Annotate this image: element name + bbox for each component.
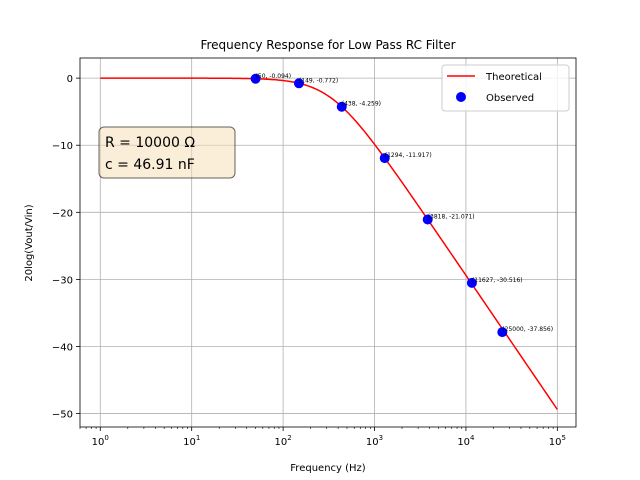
observed-point-label: (25000, -37.856) <box>502 326 553 333</box>
parameter-box: R = 10000 Ω c = 46.91 nF <box>98 126 236 179</box>
y-axis-ticks: 0 −10 −20 −30 −40 −50 <box>52 74 80 421</box>
observed-point <box>250 73 261 84</box>
x-tick-label: 101 <box>183 434 200 448</box>
capacitance-value: c = 46.91 nF <box>105 157 195 173</box>
observed-point-label: (149, -0.772) <box>299 77 338 84</box>
x-tick-label: 103 <box>366 434 383 448</box>
parameter-box-frame <box>98 126 236 179</box>
x-tick-label: 102 <box>275 434 292 448</box>
x-tick-label: 100 <box>92 434 109 448</box>
plot-background <box>80 58 576 427</box>
chart-title: Frequency Response for Low Pass RC Filte… <box>200 38 455 52</box>
observed-point-label: (11627, -30.516) <box>472 277 523 284</box>
y-tick-label: −30 <box>52 275 73 286</box>
observed-series: (50, -0.094) (149, -0.772) (438, -4.259) (1… <box>250 73 553 338</box>
legend-dot-swatch <box>456 92 466 102</box>
observed-point-label: (438, -4.259) <box>342 101 381 108</box>
observed-point <box>336 101 347 112</box>
y-tick-label: −40 <box>52 342 73 353</box>
y-tick-label: 0 <box>67 74 73 85</box>
y-tick-label: −50 <box>52 410 73 421</box>
plot-area: (50, -0.094) (149, -0.772) (438, -4.259) (1… <box>79 57 577 428</box>
y-axis-label: 20log(Vout/Vin) <box>24 204 35 281</box>
theoretical-curve <box>100 77 558 410</box>
x-tick-label: 104 <box>457 434 475 448</box>
theoretical-series <box>100 77 558 410</box>
observed-point-label: (1294, -11.917) <box>385 152 432 159</box>
observed-point <box>497 327 508 338</box>
observed-point <box>293 78 304 89</box>
observed-point-label: (3818, -21.071) <box>428 213 475 220</box>
legend: Theoretical Observed <box>441 64 570 112</box>
x-tick-label: 105 <box>549 434 566 448</box>
legend-theoretical-label: Theoretical <box>485 72 542 83</box>
observed-point <box>422 214 433 225</box>
y-tick-label: −10 <box>52 141 73 152</box>
observed-point <box>466 277 477 288</box>
resistance-value: R = 10000 Ω <box>105 135 195 151</box>
observed-point <box>379 153 390 164</box>
y-tick-label: −20 <box>52 208 73 219</box>
observed-point-label: (50, -0.094) <box>256 73 291 80</box>
x-axis-label: Frequency (Hz) <box>290 463 366 474</box>
plot-frame <box>79 57 577 428</box>
legend-observed-label: Observed <box>486 93 534 104</box>
x-axis-ticks: 100 101 102 103 104 105 <box>79 427 566 448</box>
